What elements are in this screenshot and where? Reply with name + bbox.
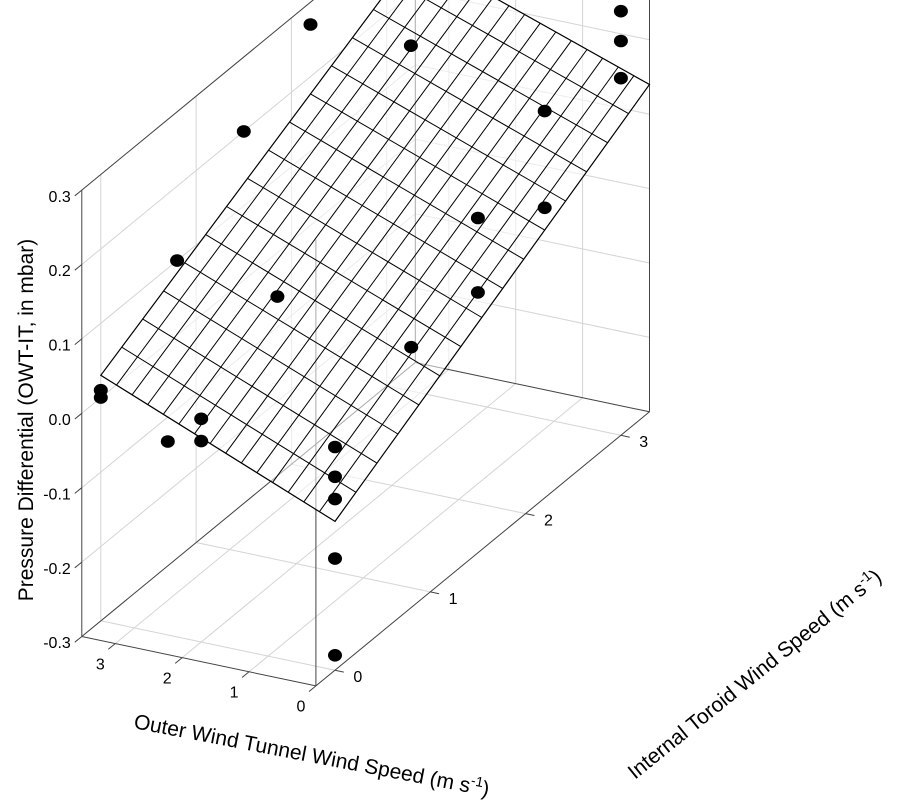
- surface-gridline: [240, 31, 557, 464]
- surface-gridline: [205, 234, 441, 377]
- z-tick-label: 0.2: [49, 263, 71, 280]
- z-tick: [74, 412, 83, 420]
- x-axis-line: [81, 636, 317, 687]
- box-edge: [415, 362, 650, 413]
- gridline-floor-x: [181, 383, 517, 659]
- surface-gridline: [247, 177, 483, 318]
- surface-gridline: [121, 346, 357, 493]
- surface-gridline: [426, 0, 629, 115]
- regression-surface: [99, 0, 651, 523]
- data-point: [303, 18, 318, 31]
- z-tick: [74, 487, 83, 494]
- surface-gridline: [287, 57, 604, 493]
- data-point: [328, 649, 342, 662]
- chart-ticks: -0.3 -0.2 -0.1 0.0 0.1 0.2 0.3 3 2 1 0 0 1 2 3: [43, 189, 648, 716]
- z-tick-label: 0.0: [49, 412, 71, 429]
- x-tick: [241, 671, 250, 678]
- data-point: [170, 254, 185, 267]
- y-tick-label: 0: [353, 669, 362, 686]
- data-point: [404, 340, 419, 354]
- surface-gridline: [209, 14, 526, 444]
- surface-gridline: [352, 37, 587, 173]
- z-tick-label: 0.1: [49, 338, 71, 355]
- surface-gridline: [310, 93, 545, 231]
- z-tick-label: 0.3: [49, 189, 71, 206]
- x-tick: [107, 643, 116, 650]
- z-tick: [74, 338, 83, 345]
- surface-gridline: [184, 262, 420, 406]
- box-edge: [81, 0, 314, 191]
- x-axis-title-exponent: -1: [470, 772, 485, 790]
- z-tick-label: -0.1: [43, 486, 71, 503]
- y-tick-label: 1: [449, 591, 458, 608]
- data-point: [328, 440, 342, 454]
- z-tick-label: -0.3: [43, 635, 71, 652]
- surface-gridline: [256, 40, 572, 473]
- surface-gridline: [303, 66, 619, 503]
- y-tick-label: 3: [639, 434, 648, 451]
- surface-gridline: [226, 206, 462, 348]
- data-point: [328, 552, 342, 565]
- x-tick-label: 1: [230, 685, 239, 702]
- y-tick-label: 2: [544, 513, 553, 530]
- data-point: [194, 434, 209, 448]
- y-axis-title-text: Internal Toroid Wind Speed (m s: [624, 577, 871, 783]
- x-tick: [308, 685, 317, 692]
- surface-gridline: [289, 121, 524, 260]
- data-point: [328, 470, 342, 484]
- surface-gridline: [142, 318, 378, 464]
- data-point: [613, 71, 628, 85]
- x-tick-label: 0: [297, 699, 306, 716]
- data-point: [537, 104, 552, 118]
- data-point: [270, 290, 285, 303]
- z-tick: [74, 636, 83, 643]
- surface-gridline: [225, 22, 541, 454]
- data-point: [328, 492, 342, 506]
- surface-gridline: [131, 0, 426, 396]
- z-tick-label: -0.2: [43, 561, 71, 578]
- gridline-floor-x: [248, 397, 583, 673]
- y-axis-title: Internal Toroid Wind Speed (m s-1): [622, 563, 886, 784]
- x-axis-title: Outer Wind Tunnel Wind Speed (m s-1): [132, 707, 492, 801]
- data-point: [236, 125, 251, 138]
- z-axis-title: Pressure Differential (OWT-IT, in mbar): [15, 239, 38, 602]
- data-point: [160, 435, 175, 448]
- x-tick: [174, 657, 183, 664]
- y-tick: [430, 591, 440, 595]
- x-axis-title-close: ): [480, 777, 491, 801]
- surface-gridline: [373, 9, 608, 144]
- data-point: [194, 412, 209, 426]
- data-point: [613, 34, 628, 48]
- surface-gridline: [116, 0, 404, 386]
- data-point: [537, 201, 552, 215]
- data-point: [93, 383, 108, 397]
- x-tick-label: 2: [163, 670, 172, 687]
- data-point: [613, 4, 628, 18]
- x-tick-label: 3: [96, 656, 105, 673]
- surface-gridline: [331, 65, 566, 202]
- y-tick: [525, 513, 535, 516]
- data-point: [403, 39, 418, 52]
- surface-gridline: [162, 0, 470, 415]
- surface-gridline: [194, 5, 510, 435]
- surface-gridline: [163, 290, 399, 435]
- z-tick: [74, 264, 83, 271]
- x-axis-title-text: Outer Wind Tunnel Wind Speed (m s: [132, 710, 472, 797]
- y-tick: [620, 434, 630, 438]
- gridline-floor-y: [195, 542, 431, 593]
- y-axis-line: [315, 411, 650, 687]
- surface-gridline: [268, 149, 503, 289]
- data-points: [93, 4, 628, 662]
- surface-gridline: [178, 0, 492, 425]
- data-point: [470, 211, 485, 225]
- data-point: [470, 286, 485, 299]
- z-tick: [74, 561, 83, 569]
- y-tick: [334, 669, 344, 673]
- surface-gridline: [272, 49, 588, 483]
- gridline-floor-y: [100, 620, 336, 671]
- z-tick: [74, 189, 83, 197]
- gridline-side-wall-z: [458, 0, 650, 41]
